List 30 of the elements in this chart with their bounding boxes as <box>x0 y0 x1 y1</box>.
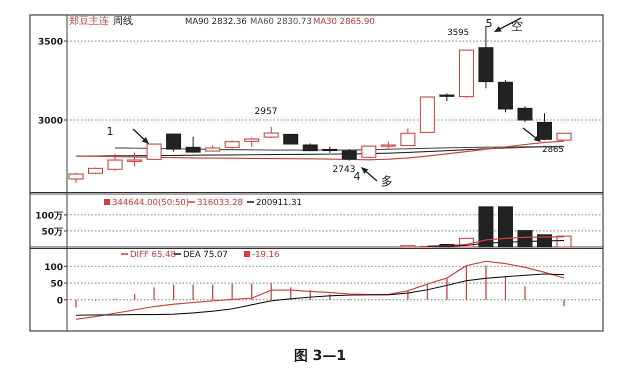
text: MA90 2832.36 <box>185 17 247 27</box>
legend-label: 200911.31 <box>256 198 302 208</box>
legend-label: DIFF 65.48 <box>130 250 176 260</box>
legend-label: 316033.28 <box>197 198 243 208</box>
caption: 图 3—1 <box>294 348 346 364</box>
y-tick-label: 3000 <box>38 116 63 127</box>
annotation: 5 <box>486 17 492 30</box>
annotation: 空 <box>511 19 523 33</box>
legend-label: DEA 75.07 <box>183 250 228 260</box>
annotation: 多 <box>381 174 393 188</box>
text: MA60 2830.73 <box>250 17 312 27</box>
text: MA30 2865.90 <box>313 17 375 27</box>
annotation: 3595 <box>447 28 469 38</box>
y-tick-label: 100万 <box>35 211 63 222</box>
y-tick-label: 100 <box>44 262 63 273</box>
annotation: 1 <box>106 125 114 138</box>
legend-label: -19.16 <box>252 250 280 260</box>
y-tick-label: 50 <box>50 280 63 290</box>
annotation: 2957 <box>254 107 278 117</box>
chart-subtitle: 周线 <box>113 15 133 27</box>
y-tick-label: 50万 <box>41 227 63 238</box>
legend-label: 344644.00(50:50) <box>112 198 190 208</box>
annotation: 4 <box>354 170 360 183</box>
y-tick-label: 3500 <box>38 38 63 48</box>
annotation: 2743 <box>332 165 356 175</box>
chart-title: 郑豆主连 <box>69 15 109 27</box>
annotation: 2865 <box>542 145 564 155</box>
y-tick-label: 0 <box>56 296 63 306</box>
line-series <box>75 260 565 320</box>
line-series <box>75 273 565 316</box>
